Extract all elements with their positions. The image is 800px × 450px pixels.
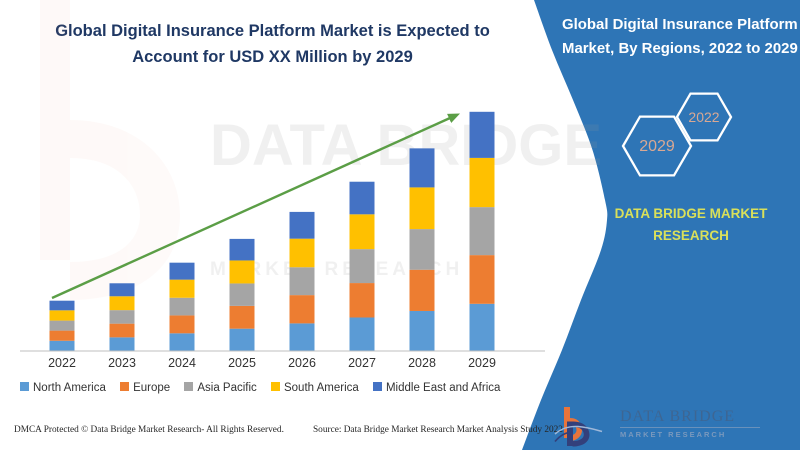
svg-text:2029: 2029 [639, 138, 675, 155]
svg-text:2022: 2022 [688, 109, 719, 125]
